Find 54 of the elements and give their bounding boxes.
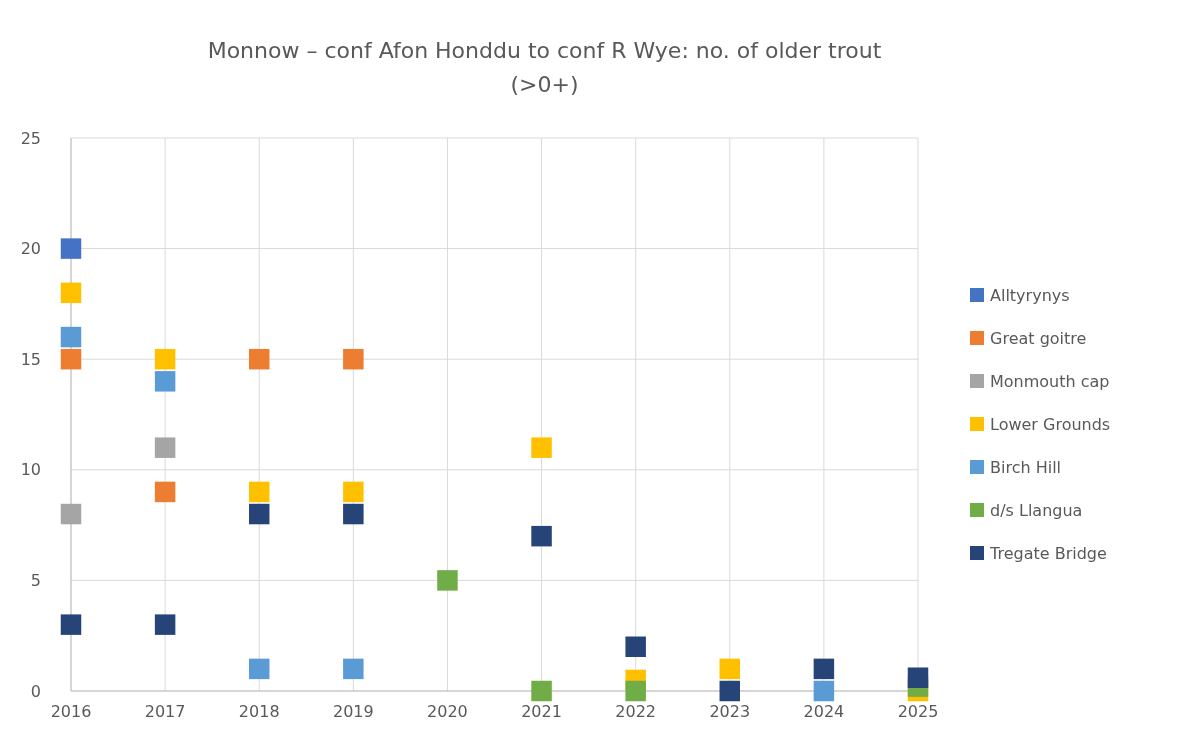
point — [343, 481, 364, 503]
point — [813, 658, 835, 680]
point — [531, 437, 552, 458]
chart-title: Monnow – conf Afon Honddu to conf R Wye: no. of older trout (>0+) — [207, 38, 882, 97]
legend-label: Monmouth cap — [990, 371, 1110, 391]
x-tick-label: 2025 — [897, 702, 939, 721]
x-tick-label: 2017 — [144, 702, 186, 721]
point — [60, 348, 82, 370]
x-tick-label: 2022 — [615, 702, 657, 721]
point — [60, 614, 82, 635]
y-tick-label: 5 — [30, 571, 41, 590]
point — [154, 614, 176, 635]
y-tick-label: 25 — [20, 128, 41, 148]
legend-label: Tregate Bridge — [989, 543, 1107, 563]
x-tick-label: 2024 — [803, 702, 845, 721]
x-tick-label: 2018 — [238, 702, 280, 721]
point — [813, 680, 835, 702]
point — [60, 503, 82, 525]
y-tick-label: 15 — [20, 349, 41, 369]
point — [248, 348, 270, 370]
y-tick-label: 10 — [20, 460, 41, 480]
point — [437, 570, 458, 591]
point — [625, 680, 646, 702]
point — [531, 525, 552, 547]
point — [625, 636, 646, 658]
legend-label: Lower Grounds — [990, 414, 1111, 434]
x-tick-label: 2023 — [709, 702, 751, 721]
legend-label: Great goitre — [990, 328, 1087, 348]
point — [907, 667, 929, 688]
point — [60, 326, 82, 348]
point — [531, 680, 552, 702]
x-tick-label: 2020 — [427, 702, 468, 721]
x-tick-label: 2021 — [521, 702, 562, 721]
point — [60, 282, 82, 304]
point — [248, 481, 270, 503]
legend-label: d/s Llangua — [990, 500, 1083, 520]
point — [719, 658, 741, 680]
x-tick-label: 2016 — [50, 702, 92, 721]
point — [154, 348, 176, 370]
point — [343, 348, 364, 370]
legend-label: Alltyrynys — [990, 285, 1070, 305]
x-tick-label: 2019 — [332, 702, 374, 721]
y-tick-label: 0 — [30, 681, 41, 701]
legend-label: Birch Hill — [990, 457, 1062, 477]
point — [248, 503, 270, 525]
point — [154, 371, 176, 392]
point — [248, 658, 270, 680]
point — [60, 238, 82, 259]
point — [154, 437, 176, 458]
point — [343, 503, 364, 525]
point — [154, 481, 176, 503]
y-tick-label: 20 — [20, 239, 41, 259]
point — [719, 680, 741, 702]
point — [343, 658, 364, 680]
